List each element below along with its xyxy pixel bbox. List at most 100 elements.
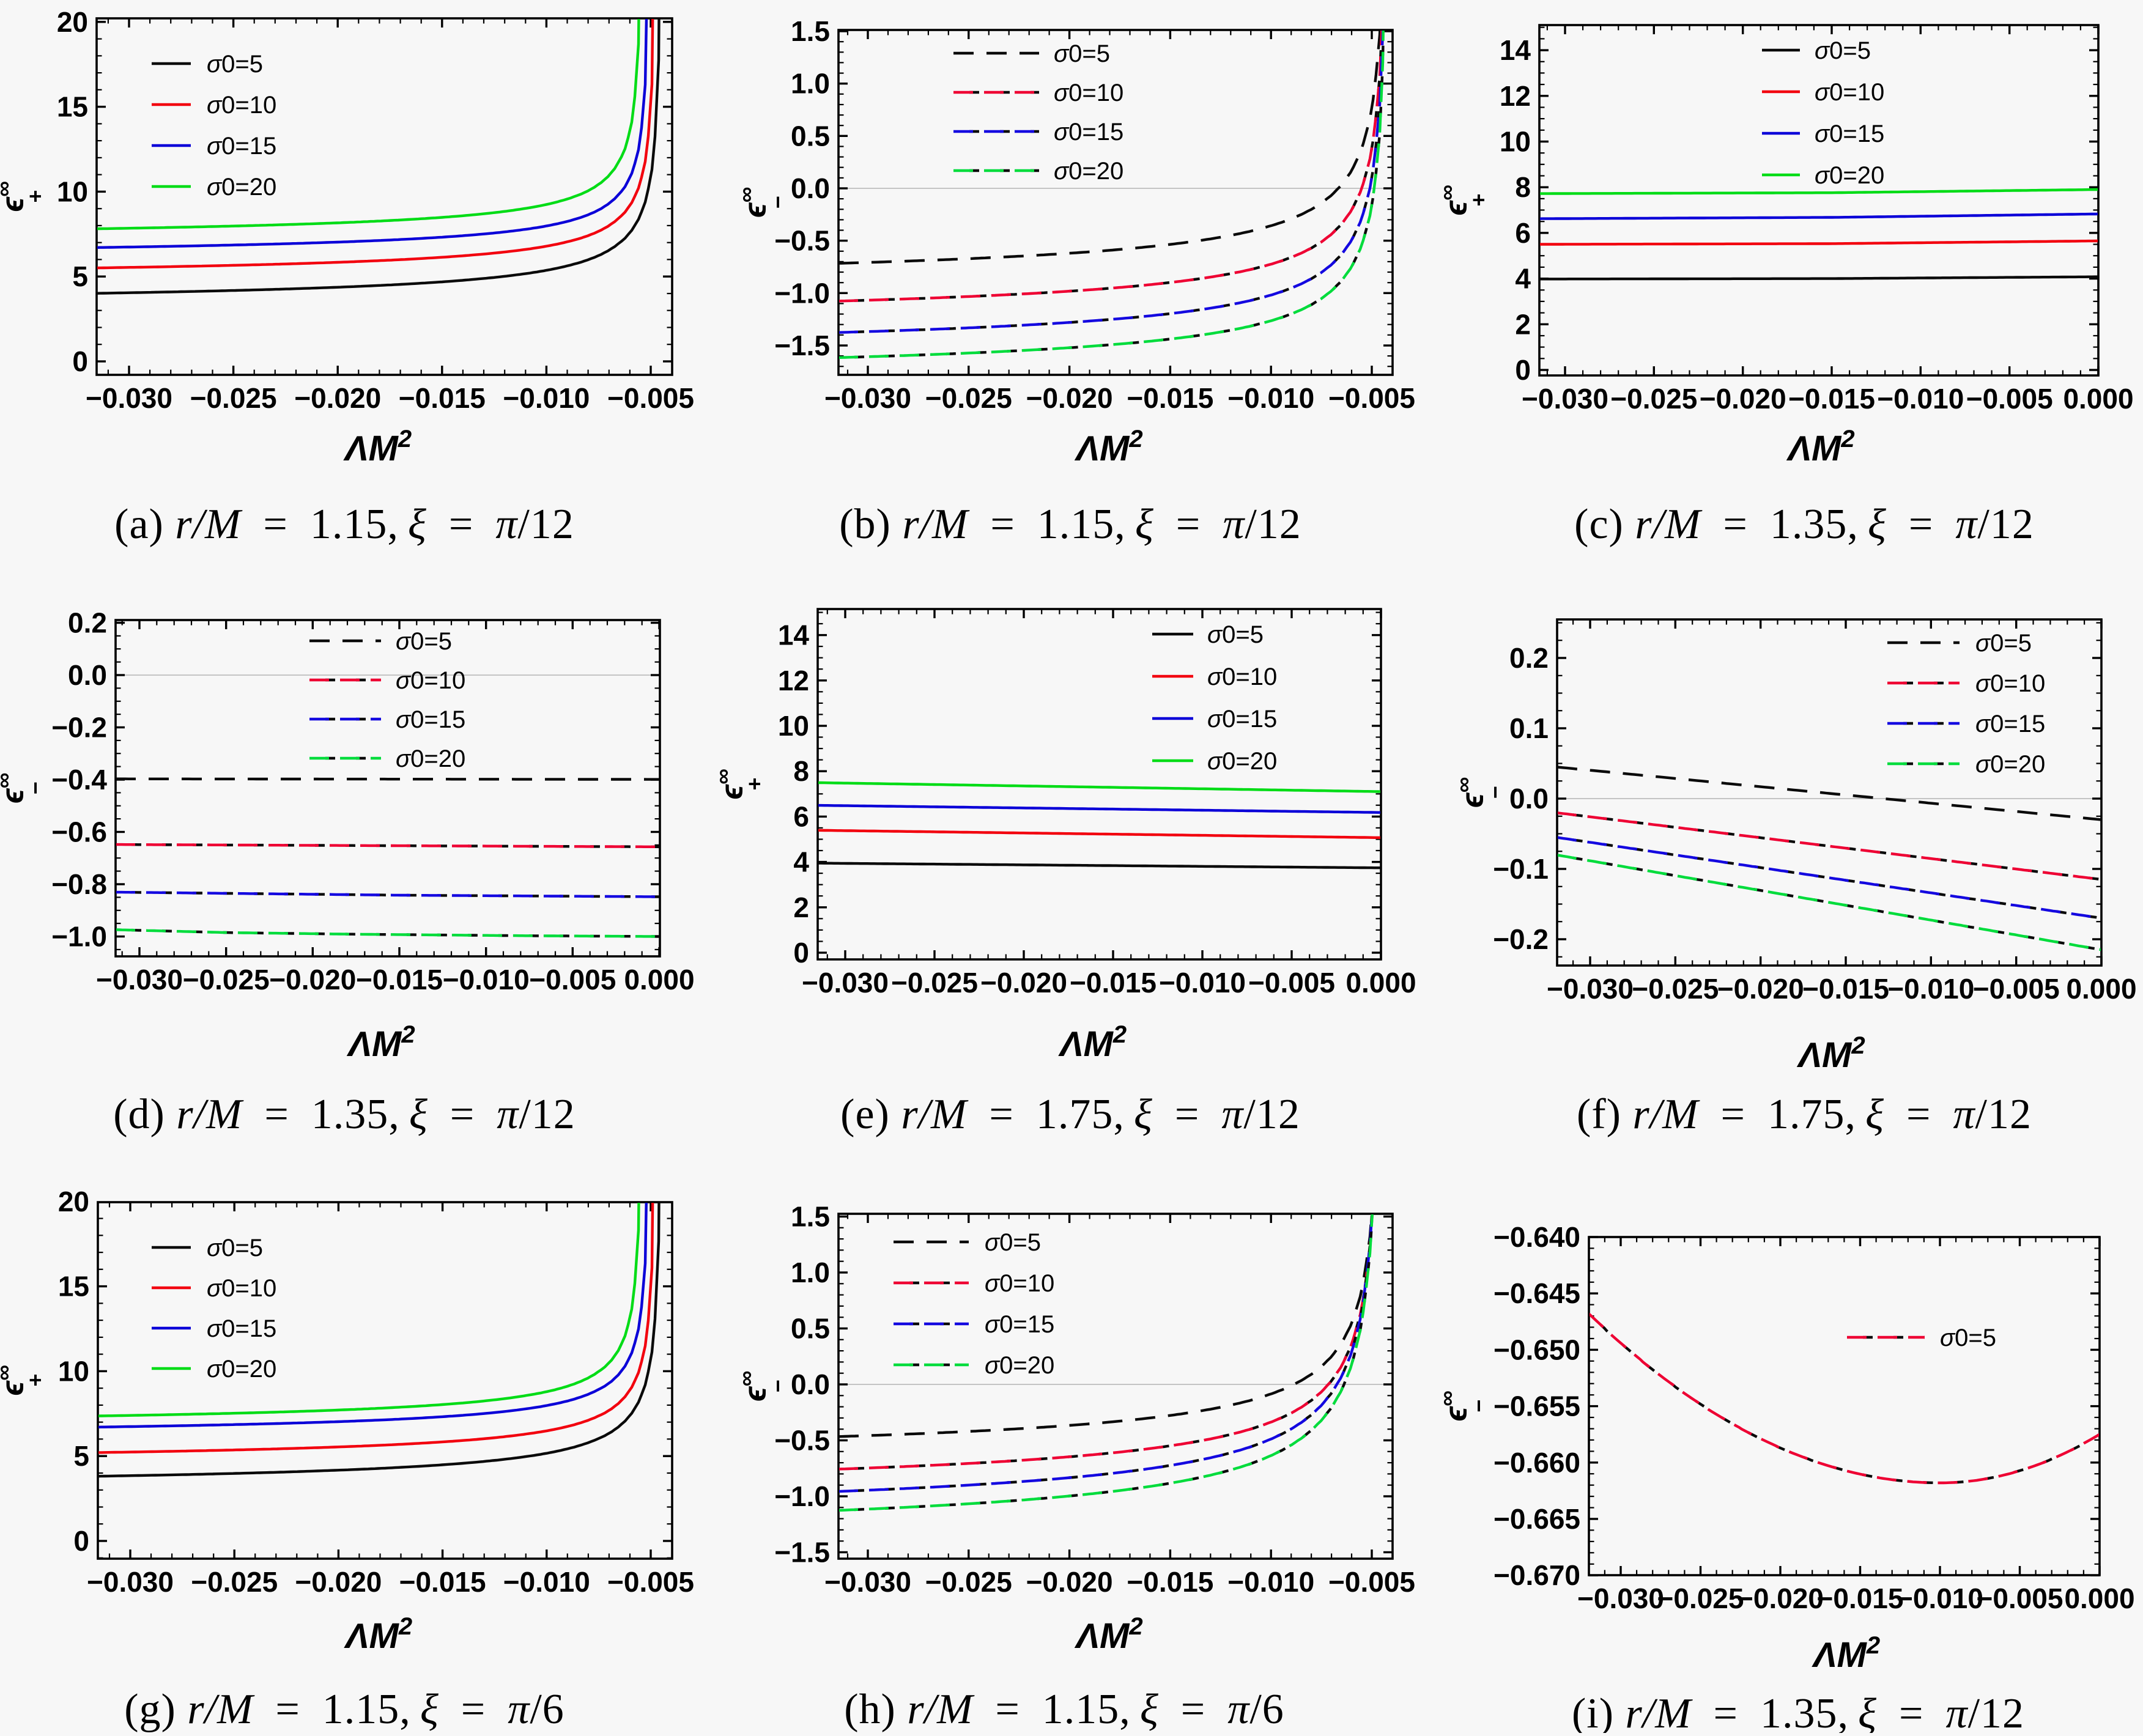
- svg-text:−0.005: −0.005: [607, 382, 694, 414]
- svg-text:σ0=10: σ0=10: [1975, 670, 2045, 697]
- svg-text:−0.015: −0.015: [1127, 1566, 1213, 1598]
- svg-text:σ0=15: σ0=15: [1207, 706, 1277, 733]
- svg-text:(c) r/M = 1.35, ξ = π/12: (c) r/M = 1.35, ξ = π/12: [1574, 501, 2034, 548]
- svg-text:−0.665: −0.665: [1493, 1503, 1580, 1535]
- svg-text:−0.020: −0.020: [269, 964, 356, 995]
- svg-text:−0.005: −0.005: [1977, 1583, 2063, 1614]
- svg-text:−0.2: −0.2: [51, 712, 107, 744]
- svg-text:σ0=15: σ0=15: [1054, 119, 1123, 146]
- svg-text:σ0=20: σ0=20: [1815, 162, 1884, 189]
- svg-text:10: 10: [778, 710, 809, 742]
- svg-text:−0.670: −0.670: [1493, 1559, 1580, 1591]
- svg-text:14: 14: [1500, 34, 1531, 66]
- svg-text:−0.010: −0.010: [1159, 967, 1246, 999]
- svg-text:−0.030: −0.030: [1547, 973, 1634, 1005]
- svg-text:6: 6: [1515, 217, 1531, 249]
- svg-text:−0.020: −0.020: [980, 967, 1067, 999]
- svg-text:(i) r/M = 1.35, ξ = π/12: (i) r/M = 1.35, ξ = π/12: [1572, 1690, 2024, 1733]
- svg-text:−0.010: −0.010: [443, 964, 530, 995]
- svg-text:−0.015: −0.015: [399, 382, 486, 414]
- svg-text:σ0=5: σ0=5: [207, 1235, 263, 1261]
- svg-text:σ0=20: σ0=20: [985, 1352, 1054, 1379]
- svg-text:−0.015: −0.015: [1817, 1583, 1904, 1614]
- svg-text:0.000: 0.000: [2063, 383, 2133, 415]
- svg-text:0.000: 0.000: [2066, 973, 2136, 1005]
- svg-text:−0.010: −0.010: [1897, 1583, 1983, 1614]
- svg-text:(e) r/M = 1.75, ξ = π/12: (e) r/M = 1.75, ξ = π/12: [840, 1091, 1300, 1138]
- svg-text:20: 20: [58, 1186, 89, 1217]
- svg-text:ΛM2: ΛM2: [1786, 426, 1854, 468]
- svg-text:−0.025: −0.025: [183, 964, 270, 995]
- svg-text:σ0=20: σ0=20: [396, 745, 465, 772]
- svg-text:−0.5: −0.5: [774, 1425, 830, 1457]
- svg-text:−0.650: −0.650: [1493, 1334, 1580, 1365]
- svg-text:6: 6: [793, 800, 809, 832]
- svg-text:σ0=20: σ0=20: [1975, 751, 2045, 778]
- svg-text:−0.660: −0.660: [1493, 1447, 1580, 1479]
- svg-text:σ0=5: σ0=5: [396, 628, 452, 655]
- svg-text:−0.005: −0.005: [1328, 382, 1415, 414]
- svg-text:−1.5: −1.5: [774, 1537, 830, 1568]
- svg-text:2: 2: [1515, 308, 1531, 340]
- svg-text:−0.020: −0.020: [1700, 383, 1786, 415]
- svg-text:σ0=15: σ0=15: [985, 1311, 1054, 1338]
- svg-text:ΛM2: ΛM2: [343, 426, 412, 468]
- svg-text:(h) r/M = 1.15, ξ = π/6: (h) r/M = 1.15, ξ = π/6: [844, 1686, 1284, 1733]
- svg-text:−0.010: −0.010: [1227, 1566, 1314, 1598]
- svg-text:−0.025: −0.025: [1632, 973, 1719, 1005]
- svg-text:5: 5: [73, 1440, 89, 1472]
- svg-text:−1.0: −1.0: [774, 277, 830, 309]
- svg-text:−0.010: −0.010: [503, 382, 590, 414]
- svg-text:0.5: 0.5: [791, 120, 830, 152]
- svg-text:1.5: 1.5: [791, 1201, 830, 1233]
- svg-text:5: 5: [72, 260, 88, 292]
- svg-text:0.0: 0.0: [1509, 783, 1549, 814]
- svg-text:σ0=10: σ0=10: [207, 1275, 276, 1302]
- svg-text:4: 4: [793, 846, 809, 878]
- svg-text:σ0=10: σ0=10: [1815, 79, 1884, 106]
- svg-text:−0.5: −0.5: [774, 225, 830, 257]
- svg-text:σ0=20: σ0=20: [207, 1356, 276, 1383]
- svg-text:0.1: 0.1: [1509, 712, 1549, 744]
- svg-text:8: 8: [793, 755, 809, 787]
- svg-text:σ0=5: σ0=5: [1054, 40, 1110, 67]
- svg-text:1.0: 1.0: [791, 68, 830, 100]
- svg-text:0.2: 0.2: [1509, 642, 1549, 674]
- svg-text:−0.8: −0.8: [51, 868, 107, 900]
- svg-text:(b) r/M = 1.15, ξ = π/12: (b) r/M = 1.15, ξ = π/12: [839, 501, 1301, 548]
- svg-text:σ0=20: σ0=20: [1054, 158, 1123, 185]
- svg-text:−0.4: −0.4: [51, 764, 107, 796]
- svg-text:0.0: 0.0: [791, 1368, 830, 1400]
- svg-text:σ0=20: σ0=20: [207, 174, 276, 201]
- svg-text:1.5: 1.5: [791, 15, 830, 47]
- svg-text:(d) r/M = 1.35, ξ = π/12: (d) r/M = 1.35, ξ = π/12: [113, 1091, 576, 1138]
- svg-text:−0.2: −0.2: [1493, 923, 1549, 955]
- svg-text:0.000: 0.000: [624, 964, 694, 995]
- svg-text:0: 0: [72, 345, 88, 377]
- svg-text:(g) r/M = 1.15, ξ = π/6: (g) r/M = 1.15, ξ = π/6: [124, 1686, 564, 1733]
- svg-text:−0.020: −0.020: [1717, 973, 1804, 1005]
- svg-text:4: 4: [1515, 263, 1531, 295]
- svg-text:−0.005: −0.005: [607, 1566, 694, 1598]
- svg-text:σ0=10: σ0=10: [207, 92, 276, 119]
- svg-text:0.0: 0.0: [68, 659, 107, 691]
- svg-text:10: 10: [57, 175, 88, 207]
- svg-text:−0.030: −0.030: [802, 967, 889, 999]
- svg-text:−1.5: −1.5: [774, 330, 830, 361]
- svg-text:−1.0: −1.0: [774, 1480, 830, 1512]
- svg-text:−0.030: −0.030: [87, 1566, 174, 1598]
- svg-text:−0.030: −0.030: [96, 964, 183, 995]
- svg-text:12: 12: [778, 665, 809, 696]
- svg-text:σ0=20: σ0=20: [1207, 748, 1277, 775]
- svg-text:σ0=5: σ0=5: [1815, 37, 1871, 64]
- svg-text:(f) r/M = 1.75, ξ = π/12: (f) r/M = 1.75, ξ = π/12: [1577, 1091, 2032, 1138]
- svg-text:10: 10: [58, 1355, 89, 1387]
- svg-text:−0.030: −0.030: [86, 382, 172, 414]
- svg-text:−0.020: −0.020: [1026, 1566, 1113, 1598]
- svg-text:−0.010: −0.010: [503, 1566, 590, 1598]
- svg-text:σ0=5: σ0=5: [207, 51, 263, 78]
- svg-text:−0.005: −0.005: [1973, 973, 2060, 1005]
- svg-text:−0.640: −0.640: [1493, 1221, 1580, 1253]
- svg-text:σ0=15: σ0=15: [1815, 120, 1884, 147]
- svg-text:−0.1: −0.1: [1493, 853, 1549, 885]
